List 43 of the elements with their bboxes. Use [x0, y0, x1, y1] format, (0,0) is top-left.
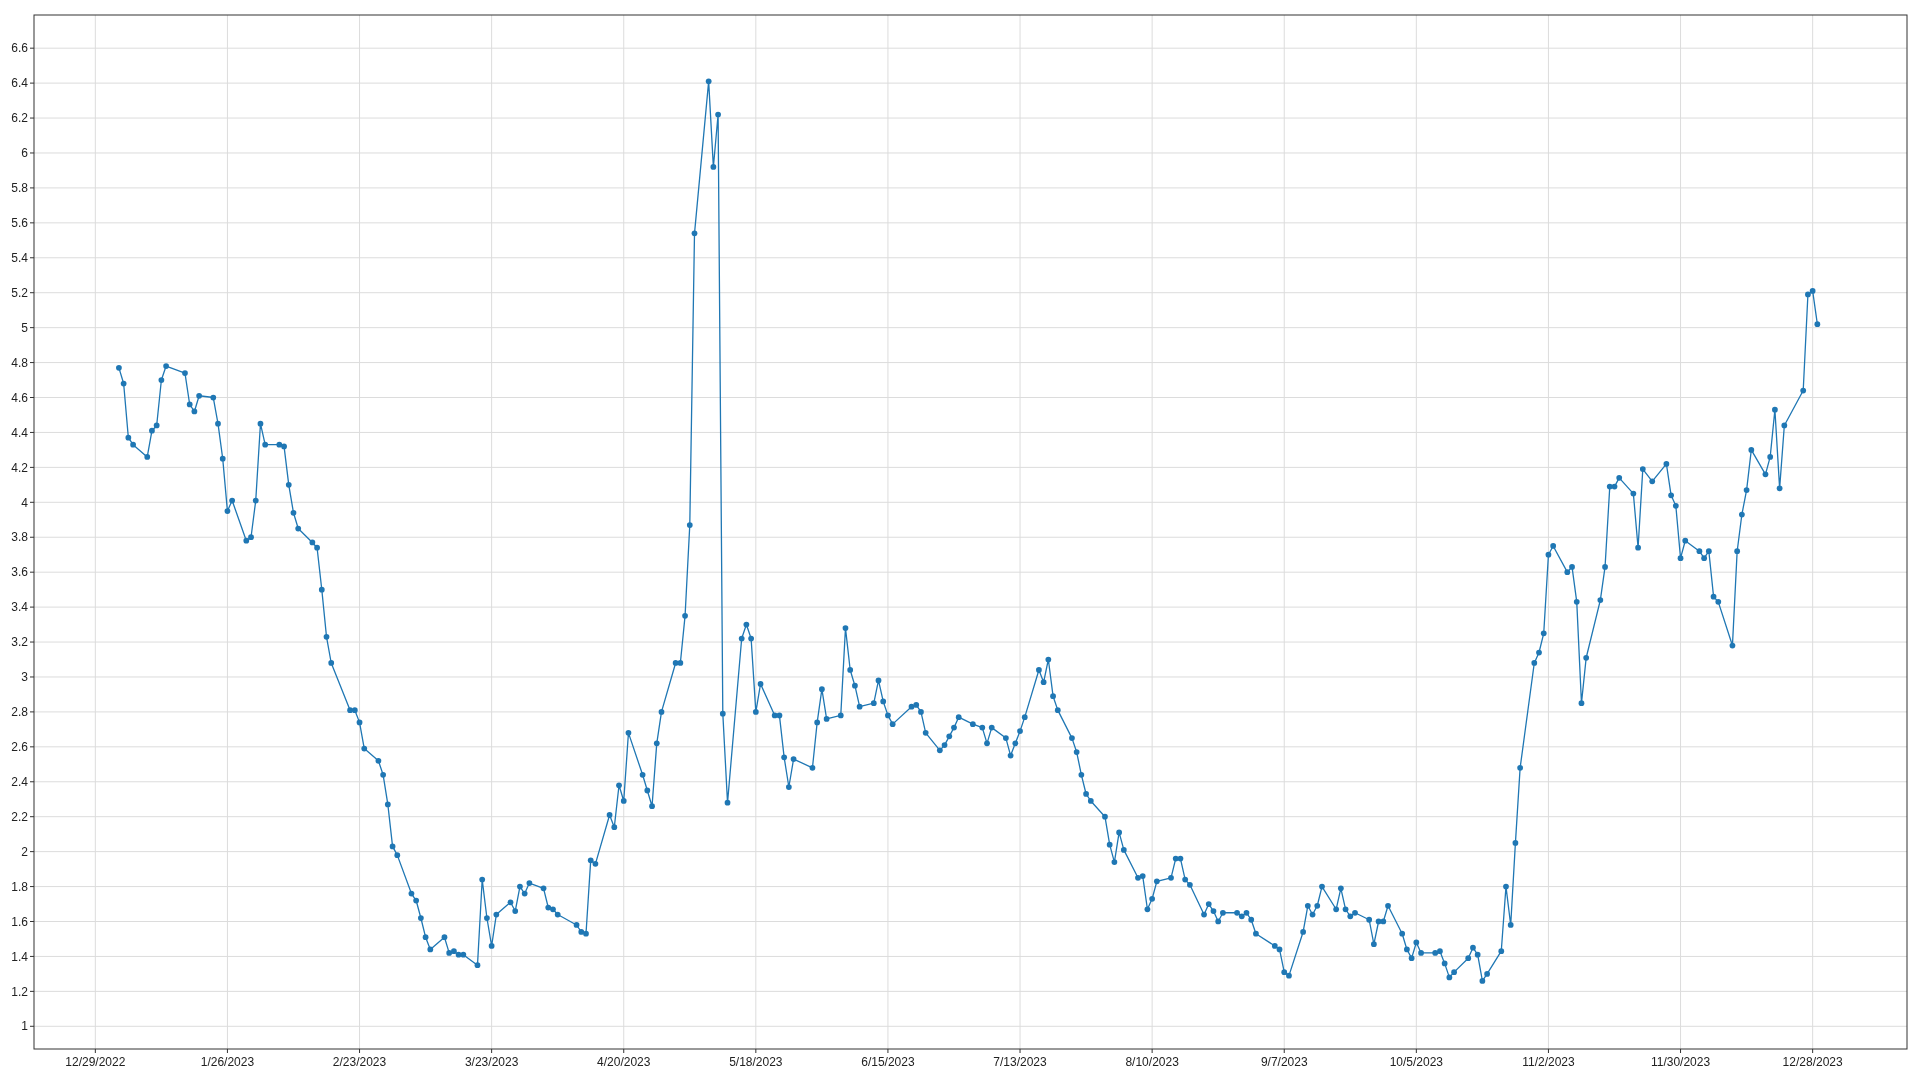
y-tick-label: 6: [21, 146, 29, 161]
y-tick-label: 1.2: [11, 984, 29, 999]
y-tick-label: 4.6: [11, 390, 29, 405]
y-tick-label: 1.8: [11, 879, 29, 894]
y-tick-label: 1.4: [11, 949, 29, 964]
x-tick-label: 11/30/2023: [1650, 1055, 1711, 1069]
y-tick-label: 5.6: [11, 216, 29, 231]
x-tick-label: 5/18/2023: [729, 1055, 783, 1069]
x-tick-label: 1/26/2023: [200, 1055, 255, 1069]
x-tick-label: 4/20/2023: [597, 1055, 651, 1069]
x-tick-label: 2/23/2023: [332, 1055, 387, 1069]
y-tick-label: 2.4: [11, 774, 29, 789]
y-tick-label: 1.6: [11, 914, 29, 929]
y-tick-label: 6.4: [11, 76, 29, 91]
y-tick-label: 5: [21, 320, 29, 335]
x-tick-label: 6/15/2023: [861, 1055, 915, 1069]
y-tick-label: 5.2: [11, 285, 29, 300]
x-tick-label: 10/5/2023: [1389, 1055, 1444, 1069]
y-tick-label: 4: [21, 495, 29, 510]
y-tick-label: 2.2: [11, 809, 29, 824]
y-tick-label: 4.4: [11, 425, 29, 440]
y-tick-label: 3: [21, 670, 29, 685]
x-tick-label: 7/13/2023: [993, 1055, 1048, 1069]
y-tick-label: 3.8: [11, 530, 29, 545]
x-tick-label: 8/10/2023: [1125, 1055, 1180, 1069]
y-tick-label: 5.4: [11, 250, 29, 265]
y-tick-label: 3.6: [11, 565, 29, 580]
x-tick-label: 9/7/2023: [1260, 1055, 1308, 1069]
y-tick-label: 4.2: [11, 460, 29, 475]
y-tick-label: 3.2: [11, 635, 29, 650]
x-tick-label: 11/2/2023: [1522, 1055, 1576, 1069]
y-tick-label: 6.2: [11, 111, 29, 126]
x-tick-label: 3/23/2023: [464, 1055, 519, 1069]
y-tick-label: 3.4: [11, 600, 29, 615]
y-tick-label: 2: [21, 844, 29, 859]
y-tick-label: 5.8: [11, 181, 29, 196]
y-tick-label: 2.8: [11, 705, 29, 720]
y-tick-label: 2.6: [11, 740, 29, 755]
x-tick-label: 12/29/2022: [65, 1055, 126, 1069]
y-tick-label: 1: [21, 1019, 29, 1034]
x-tick-label: 12/28/2023: [1782, 1055, 1843, 1069]
y-tick-label: 4.8: [11, 355, 29, 370]
y-tick-label: 6.6: [11, 41, 29, 56]
